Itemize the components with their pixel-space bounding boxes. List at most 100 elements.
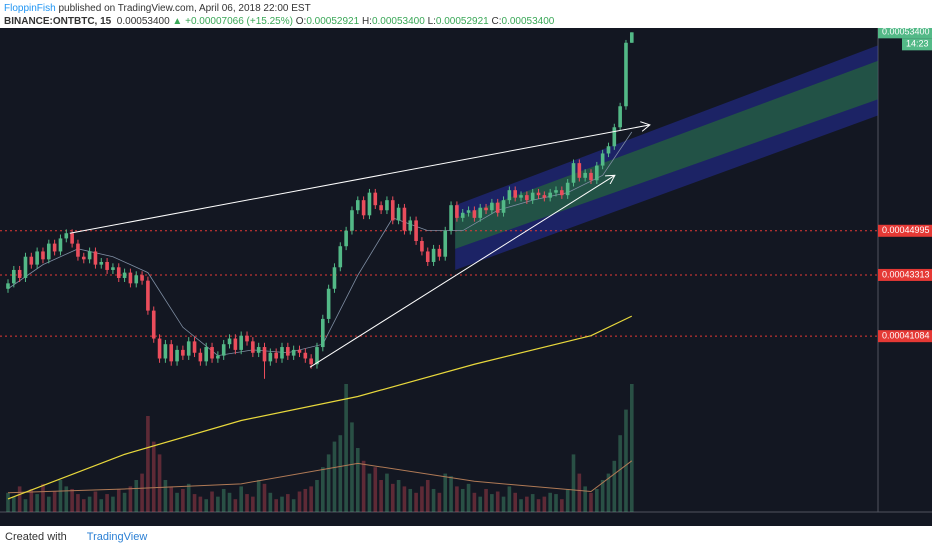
- candle-body: [408, 220, 413, 231]
- volume-bar: [169, 486, 174, 512]
- candle-body: [600, 153, 605, 166]
- volume-bar: [629, 384, 634, 512]
- candle-body: [420, 241, 424, 252]
- volume-bar: [23, 499, 28, 512]
- symbol: BINANCE:ONTBTC, 15: [4, 16, 112, 27]
- volume-bar: [111, 496, 115, 512]
- volume-bar: [12, 496, 16, 512]
- candle-body: [286, 347, 290, 356]
- volume-bar: [560, 499, 564, 512]
- ohlc: O:0.00052921 H:0.00053400 L:0.00052921 C…: [296, 16, 555, 27]
- candle-body: [554, 190, 558, 193]
- volume-bar: [245, 494, 249, 512]
- volume-bar: [76, 494, 80, 512]
- volume-bar: [35, 494, 39, 512]
- candle-body: [146, 280, 150, 311]
- volume-bar: [507, 486, 512, 512]
- candle-body: [396, 207, 401, 221]
- candle-body: [134, 275, 139, 284]
- candle-body: [268, 352, 273, 362]
- level-tag: [878, 268, 932, 281]
- candle-body: [99, 261, 104, 265]
- candle-body: [116, 267, 121, 278]
- candle-body: [618, 106, 622, 128]
- candle-body: [385, 200, 389, 211]
- level-label: 0.00041084: [882, 331, 930, 341]
- volume-bar: [233, 499, 238, 512]
- volume-bar: [595, 488, 599, 512]
- volume-bar: [536, 499, 541, 512]
- volume-bar: [449, 476, 453, 512]
- candle-body: [186, 341, 191, 356]
- volume-bar: [589, 492, 593, 512]
- volume-bar: [116, 488, 121, 512]
- change: ▲ +0.00007066 (+15.25%): [172, 16, 293, 27]
- volume-bar: [484, 488, 488, 512]
- candle-body: [23, 256, 28, 278]
- volume-bar: [344, 384, 348, 512]
- h-value: 0.00053400: [371, 16, 425, 27]
- candle-body: [175, 349, 179, 362]
- candle-body: [425, 251, 430, 262]
- volume-bar: [501, 496, 506, 512]
- volume-bar: [163, 480, 168, 512]
- volume-bar: [600, 480, 605, 512]
- candle-body: [46, 243, 51, 260]
- volume-bar: [286, 494, 290, 512]
- candle-body: [221, 344, 226, 356]
- candle-body: [583, 172, 587, 178]
- candle-body: [291, 349, 296, 356]
- volume-bar: [81, 499, 86, 512]
- candle-body: [321, 318, 325, 348]
- volume-bar: [530, 494, 535, 512]
- candle-body: [262, 347, 267, 362]
- volume-bar: [122, 492, 127, 512]
- candle-body: [373, 192, 378, 206]
- brand: TradingView: [86, 531, 148, 543]
- trendline: [69, 125, 650, 234]
- volume-bar: [490, 494, 494, 512]
- candle-body: [542, 195, 547, 198]
- candle-body: [29, 256, 34, 265]
- volume-bar: [186, 483, 191, 512]
- candle-body: [507, 190, 512, 201]
- created: Created with: [5, 531, 67, 543]
- volume-bar: [146, 416, 150, 512]
- volume-bar: [210, 491, 214, 512]
- candle-body: [606, 146, 611, 154]
- candle-body: [303, 352, 308, 359]
- candle-body: [624, 42, 628, 107]
- candle-body: [484, 207, 488, 211]
- candle-body: [274, 352, 278, 359]
- volume-bar: [256, 480, 261, 512]
- candle-body: [490, 202, 494, 211]
- trendline: [309, 175, 615, 368]
- candle-body: [239, 335, 243, 350]
- volume-bar: [157, 454, 162, 512]
- volume-bar: [128, 486, 133, 512]
- volume-bar: [408, 488, 413, 512]
- volume-bar: [478, 496, 483, 512]
- volume-bar: [420, 486, 424, 512]
- level-label: 0.00043313: [882, 269, 930, 279]
- volume-bar: [443, 473, 448, 512]
- l-label: L:: [427, 16, 436, 27]
- last: 0.00053400: [116, 16, 170, 27]
- candle-body: [466, 210, 471, 213]
- volume-bar: [373, 467, 378, 512]
- candle-body: [111, 267, 115, 270]
- volume-bar: [198, 496, 203, 512]
- candle-body: [17, 269, 22, 278]
- candle-body: [338, 246, 343, 268]
- volume-bar: [542, 496, 547, 512]
- candle-body: [6, 283, 10, 289]
- volume-bar: [396, 480, 401, 512]
- candle-body: [93, 251, 98, 265]
- volume-bar: [332, 441, 337, 512]
- volume-bar: [606, 473, 611, 512]
- volume-bar: [495, 491, 500, 512]
- candle-body: [414, 220, 418, 242]
- c-label: C:: [491, 16, 502, 27]
- volume-bar: [274, 499, 278, 512]
